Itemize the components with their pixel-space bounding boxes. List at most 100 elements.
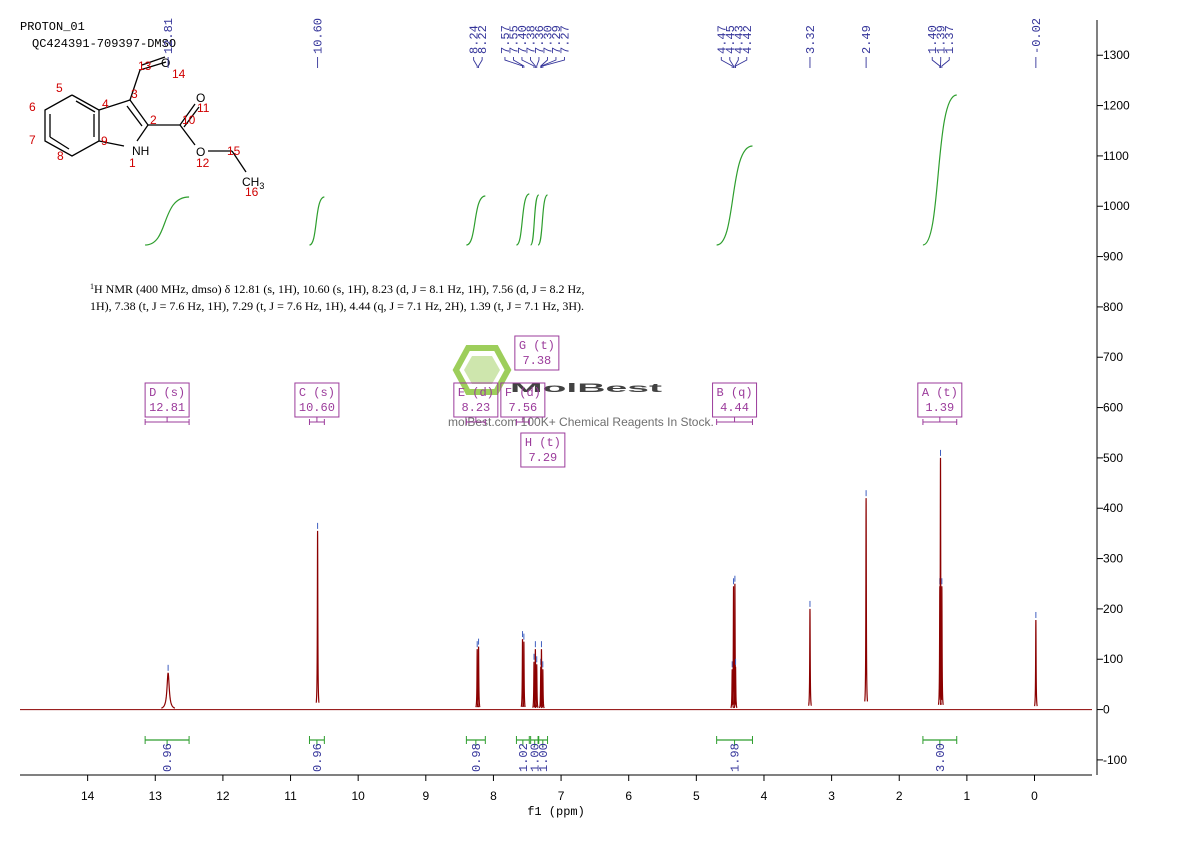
atom-number: 4: [102, 97, 109, 111]
integral-curve: [466, 195, 486, 246]
peak-label-connector: [941, 57, 950, 68]
atom-number: 16: [245, 185, 259, 199]
integral-label: 3.00: [934, 743, 948, 772]
peak: [808, 608, 812, 706]
peak-label-connector: [504, 57, 523, 68]
atom-number: 6: [29, 100, 36, 114]
integral-curve: [537, 194, 549, 246]
peak-label: 7.55: [507, 25, 521, 54]
peak-label-connector: [540, 57, 548, 68]
x-tick-label: 0: [1031, 789, 1038, 803]
peak-label: 12.81: [162, 18, 176, 54]
integral-label: 0.98: [470, 743, 484, 772]
y-tick-label: 500: [1103, 451, 1123, 465]
peak: [315, 530, 320, 703]
x-tick-label: 12: [216, 789, 230, 803]
atom-number: 5: [56, 81, 63, 95]
x-tick-label: 14: [81, 789, 95, 803]
y-tick-label: 600: [1103, 401, 1123, 415]
peak-label-connector: [473, 57, 478, 68]
multiplet-shift: 8.23: [461, 401, 490, 415]
peak: [939, 586, 944, 705]
atom-label: O: [196, 145, 205, 159]
atom-number: 7: [29, 133, 36, 147]
peak-label: 3.32: [804, 25, 818, 54]
description-text: H NMR (400 MHz, dmso) δ 12.81 (s, 1H), 1…: [94, 282, 585, 296]
atom-number: 9: [101, 134, 108, 148]
bond: [129, 69, 141, 101]
atom-number: 8: [57, 149, 64, 163]
peak-label: 1.37: [943, 25, 957, 54]
peak-label-connector: [536, 57, 540, 68]
y-tick-label: 0: [1103, 703, 1110, 717]
x-tick-label: 6: [625, 789, 632, 803]
nmr-description: 1H), 7.38 (t, J = 7.6 Hz, 1H), 7.29 (t, …: [90, 299, 584, 313]
x-tick-label: 9: [422, 789, 429, 803]
atom-number: 15: [227, 144, 241, 158]
multiplet-name: B (q): [717, 386, 753, 400]
integral-curve: [309, 196, 325, 246]
peak-label-connector: [720, 57, 733, 68]
x-tick-label: 1: [964, 789, 971, 803]
sample-name: QC424391-709397-DMSO: [32, 37, 176, 51]
molecule: [44, 56, 247, 173]
peak-label-connector: [735, 57, 748, 68]
y-tick-label: 700: [1103, 350, 1123, 364]
atom-subscript: 3: [259, 181, 264, 191]
peak-label: 7.40: [516, 25, 530, 54]
peak-label-connector: [729, 57, 734, 68]
multiplet-shift: 4.44: [720, 401, 749, 415]
integral-label: 0.96: [161, 743, 175, 772]
peak: [730, 669, 735, 709]
multiplet-name: D (s): [149, 386, 185, 400]
y-tick-label: -100: [1103, 753, 1127, 767]
bond: [129, 99, 149, 126]
peak-label: 7.38: [524, 25, 538, 54]
x-tick-label: 10: [351, 789, 365, 803]
peak: [1033, 619, 1038, 707]
multiplet-shift: 7.29: [528, 451, 557, 465]
peak: [864, 498, 869, 702]
atom-number: 2: [150, 113, 157, 127]
integral-label: 1.98: [729, 743, 743, 772]
y-tick-label: 400: [1103, 501, 1123, 515]
bond: [139, 61, 167, 71]
multiplet-box: [520, 432, 566, 468]
atom-number: 12: [196, 156, 210, 170]
peak-label-connector: [521, 57, 535, 68]
watermark: MolBest molBest.com 100K+ Chemical Reagen…: [448, 345, 714, 429]
atom-number: 14: [172, 67, 186, 81]
watermark-tagline: molBest.com 100K+ Chemical Reagents In S…: [448, 415, 714, 429]
x-axis-label: f1 (ppm): [527, 805, 585, 819]
watermark-logo: [452, 345, 512, 395]
peak-label: 4.43: [732, 25, 746, 54]
y-tick-label: 100: [1103, 652, 1123, 666]
peak-label: -0.02: [1030, 18, 1044, 54]
bond: [183, 106, 200, 128]
multiplet-shift: 1.39: [925, 401, 954, 415]
x-tick-label: 8: [490, 789, 497, 803]
peak-label: 1.40: [926, 25, 940, 54]
multiplet-shift: 10.60: [299, 401, 335, 415]
peak-label: 7.29: [550, 25, 564, 54]
y-tick-label: 1100: [1103, 149, 1129, 163]
bond: [179, 103, 196, 126]
multiplet-name: H (t): [525, 436, 561, 450]
peak-label: 2.49: [860, 25, 874, 54]
bond: [141, 56, 166, 66]
peak-label: 7.27: [558, 25, 572, 54]
peak-label: 7.30: [541, 25, 555, 54]
x-tick-label: 2: [896, 789, 903, 803]
peak-label-connector: [542, 57, 565, 68]
multiplet-box: [514, 335, 560, 371]
peak-label-connector: [541, 57, 557, 68]
integral-curve: [515, 193, 530, 246]
multiplet-shift: 7.38: [522, 354, 551, 368]
integral-curve: [145, 196, 190, 246]
multiplet-name: C (s): [299, 386, 335, 400]
multiplet-shift: 7.56: [508, 401, 537, 415]
y-tick-label: 900: [1103, 250, 1123, 264]
